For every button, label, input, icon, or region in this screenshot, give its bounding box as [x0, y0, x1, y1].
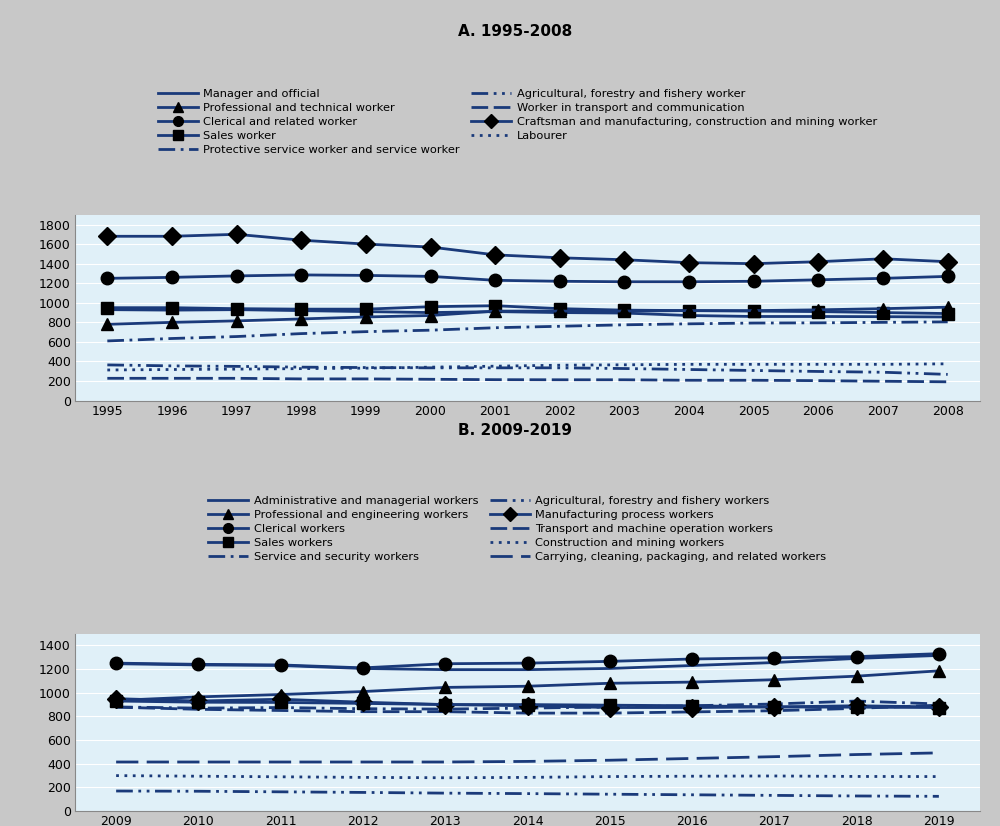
Text: A. 1995-2008: A. 1995-2008: [458, 24, 572, 39]
Legend: Manager and official, Professional and technical worker, Clerical and related wo: Manager and official, Professional and t…: [158, 89, 877, 154]
Text: B. 2009-2019: B. 2009-2019: [458, 423, 572, 438]
Legend: Administrative and managerial workers, Professional and engineering workers, Cle: Administrative and managerial workers, P…: [208, 496, 827, 562]
